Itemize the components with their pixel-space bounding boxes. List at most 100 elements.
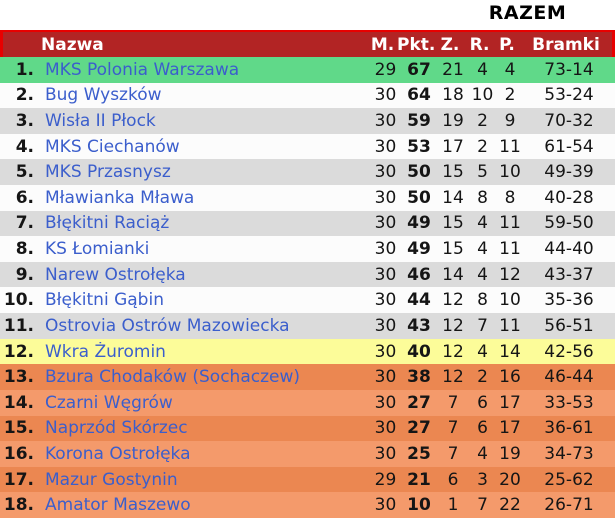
table-row: 17. Mazur Gostynin 29 21 6 3 20 25-62 — [0, 466, 615, 493]
wins-cell: 21 — [442, 59, 464, 80]
losses-cell: 10 — [499, 162, 521, 183]
matches-cell: 30 — [374, 239, 397, 260]
header-losses: P. — [499, 34, 515, 55]
wins-cell: 18 — [442, 85, 464, 106]
wins-cell: 15 — [442, 239, 464, 260]
table-row: 2. Bug Wyszków 30 64 18 10 2 53-24 — [0, 82, 615, 109]
losses-cell: 12 — [499, 264, 521, 285]
points-cell: 27 — [407, 392, 431, 413]
points-cell: 43 — [407, 315, 431, 336]
goals-cell: 61-54 — [544, 136, 594, 157]
team-name-link[interactable]: Amator Maszewo — [45, 495, 191, 516]
team-name-link[interactable]: Naprzód Skórzec — [45, 418, 188, 439]
position-cell: 8. — [15, 239, 34, 260]
goals-cell: 34-73 — [544, 443, 594, 464]
team-name-link[interactable]: Narew Ostrołęka — [45, 264, 186, 285]
wins-cell: 15 — [442, 213, 464, 234]
table-rows: 1. MKS Polonia Warszawa 29 67 21 4 4 73-… — [0, 57, 615, 518]
goals-cell: 26-71 — [544, 495, 594, 516]
draws-cell: 4 — [477, 59, 488, 80]
draws-cell: 7 — [477, 315, 488, 336]
team-name-link[interactable]: Błękitni Gąbin — [45, 290, 164, 311]
team-name-link[interactable]: Błękitni Raciąż — [45, 213, 170, 234]
matches-cell: 30 — [374, 392, 397, 413]
draws-cell: 5 — [477, 162, 488, 183]
goals-cell: 36-61 — [544, 418, 594, 439]
goals-cell: 42-56 — [544, 341, 594, 362]
team-name-link[interactable]: Czarni Węgrów — [45, 392, 173, 413]
losses-cell: 11 — [499, 213, 521, 234]
table-row: 15. Naprzód Skórzec 30 27 7 6 17 36-61 — [0, 415, 615, 442]
team-name-link[interactable]: MKS Ciechanów — [45, 136, 180, 157]
team-name-link[interactable]: Mławianka Mława — [45, 187, 195, 208]
position-cell: 18. — [3, 495, 34, 516]
matches-cell: 30 — [374, 290, 397, 311]
points-cell: 49 — [407, 239, 431, 260]
draws-cell: 2 — [477, 111, 488, 132]
team-name-link[interactable]: Bzura Chodaków (Sochaczew) — [45, 367, 300, 388]
points-cell: 49 — [407, 213, 431, 234]
team-name-link[interactable]: Bug Wyszków — [45, 85, 162, 106]
points-cell: 25 — [407, 443, 431, 464]
losses-cell: 2 — [504, 85, 516, 106]
wins-cell: 12 — [442, 367, 464, 388]
header-points: Pkt. — [397, 34, 436, 55]
points-cell: 67 — [407, 59, 431, 80]
matches-cell: 30 — [374, 418, 397, 439]
team-name-link[interactable]: MKS Polonia Warszawa — [45, 59, 240, 80]
team-name-link[interactable]: Wkra Żuromin — [45, 341, 166, 362]
draws-cell: 4 — [477, 213, 488, 234]
draws-cell: 2 — [477, 136, 488, 157]
goals-cell: 53-24 — [544, 85, 594, 106]
losses-cell: 19 — [499, 443, 521, 464]
losses-cell: 9 — [504, 111, 516, 132]
table-row: 8. KS Łomianki 30 49 15 4 11 44-40 — [0, 236, 615, 262]
goals-cell: 73-14 — [544, 59, 594, 80]
losses-cell: 8 — [504, 187, 516, 208]
matches-cell: 30 — [374, 187, 397, 208]
wins-cell: 12 — [442, 290, 464, 311]
team-name-link[interactable]: MKS Przasnysz — [45, 162, 171, 183]
points-cell: 59 — [407, 111, 431, 132]
goals-cell: 56-51 — [544, 315, 594, 336]
table-row: 14. Czarni Węgrów 30 27 7 6 17 33-53 — [0, 389, 615, 416]
team-name-link[interactable]: Ostrovia Ostrów Mazowiecka — [45, 315, 290, 336]
position-cell: 5. — [15, 162, 34, 183]
matches-cell: 30 — [374, 443, 397, 464]
table-row: 1. MKS Polonia Warszawa 29 67 21 4 4 73-… — [0, 57, 615, 83]
goals-cell: 44-40 — [544, 239, 594, 260]
position-cell: 9. — [15, 264, 34, 285]
losses-cell: 11 — [499, 239, 521, 260]
position-cell: 1. — [15, 59, 34, 80]
points-cell: 44 — [407, 290, 431, 311]
table-row: 6. Mławianka Mława 30 50 14 8 8 40-28 — [0, 185, 615, 211]
position-cell: 7. — [15, 213, 34, 234]
losses-cell: 16 — [499, 367, 521, 388]
matches-cell: 30 — [374, 111, 397, 132]
table-row: 3. Wisła II Płock 30 59 19 2 9 70-32 — [0, 108, 615, 134]
team-name-link[interactable]: Mazur Gostynin — [45, 469, 178, 490]
losses-cell: 4 — [504, 59, 516, 80]
losses-cell: 17 — [499, 418, 521, 439]
matches-cell: 29 — [374, 59, 397, 80]
wins-cell: 14 — [442, 264, 464, 285]
table-header-row: Nazwa M. Pkt. Z. R. P. Bramki — [0, 30, 615, 57]
team-name-link[interactable]: KS Łomianki — [45, 239, 150, 260]
razem-heading: RAZEM — [488, 2, 567, 24]
team-name-link[interactable]: Korona Ostrołęka — [45, 443, 191, 464]
position-cell: 2. — [15, 85, 34, 106]
table-row: 5. MKS Przasnysz 30 50 15 5 10 49-39 — [0, 159, 615, 186]
goals-cell: 49-39 — [544, 162, 594, 183]
matches-cell: 30 — [374, 315, 397, 336]
goals-cell: 70-32 — [544, 111, 594, 132]
points-cell: 64 — [407, 85, 431, 106]
losses-cell: 22 — [499, 495, 521, 516]
draws-cell: 4 — [477, 264, 488, 285]
points-cell: 40 — [407, 341, 431, 362]
position-cell: 6. — [15, 187, 34, 208]
header-nazwa: Nazwa — [41, 34, 104, 55]
points-cell: 50 — [407, 162, 431, 183]
wins-cell: 19 — [442, 111, 464, 132]
team-name-link[interactable]: Wisła II Płock — [45, 111, 156, 132]
table-row: 13. Bzura Chodaków (Sochaczew) 30 38 12 … — [0, 364, 615, 390]
